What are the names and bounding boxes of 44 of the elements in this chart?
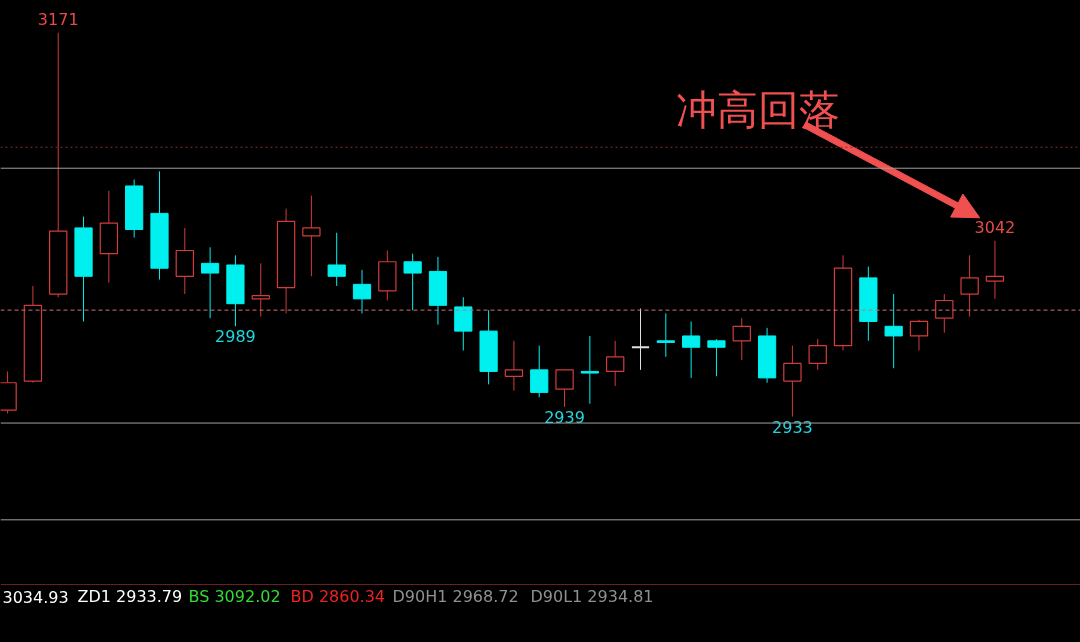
candlestick xyxy=(985,240,1005,300)
candlestick xyxy=(630,308,651,371)
candlestick xyxy=(327,232,346,287)
candlestick xyxy=(99,190,119,284)
annotation: 3042 xyxy=(974,217,1016,237)
candlestick xyxy=(682,320,701,379)
candlestick xyxy=(302,195,321,277)
annotation: 2933 xyxy=(772,417,813,437)
annotation: 冲高回落 xyxy=(675,85,840,134)
candlestick xyxy=(833,254,853,351)
candlestick xyxy=(74,216,93,322)
candlestick xyxy=(428,256,448,326)
text: ZD1 2933.79 xyxy=(77,587,183,606)
candlestick xyxy=(276,208,296,314)
candlestick xyxy=(808,338,827,371)
annotation: 2989 xyxy=(215,327,256,347)
candlestick xyxy=(378,249,397,301)
candlestick xyxy=(656,312,675,358)
candlestick xyxy=(454,296,473,351)
annotation: 3171 xyxy=(37,9,79,29)
candlestick xyxy=(479,309,498,385)
text: BS 3092.02 xyxy=(188,587,281,606)
candlestick xyxy=(935,293,954,334)
candlestick xyxy=(352,269,372,314)
candlestick xyxy=(23,285,43,384)
candlestick xyxy=(884,293,903,369)
candlestick xyxy=(859,266,878,342)
candlestick xyxy=(960,254,979,318)
candlestick xyxy=(732,317,751,361)
text: 3034.93 xyxy=(2,587,69,607)
candlestick xyxy=(150,170,169,281)
text: D90L1 2934.81 xyxy=(530,587,654,606)
candlestick xyxy=(783,345,802,418)
annotation: 2939 xyxy=(544,407,585,427)
candlestick xyxy=(226,254,245,327)
text: BD 2860.34 xyxy=(290,587,386,606)
candlestick xyxy=(175,227,195,295)
candlestick xyxy=(580,335,599,405)
candlestick xyxy=(201,246,220,319)
candlestick xyxy=(757,327,777,384)
candlestick xyxy=(605,340,625,387)
candlestick xyxy=(504,340,524,392)
candlestick xyxy=(909,319,929,351)
text: D90H1 2968.72 xyxy=(392,587,519,606)
